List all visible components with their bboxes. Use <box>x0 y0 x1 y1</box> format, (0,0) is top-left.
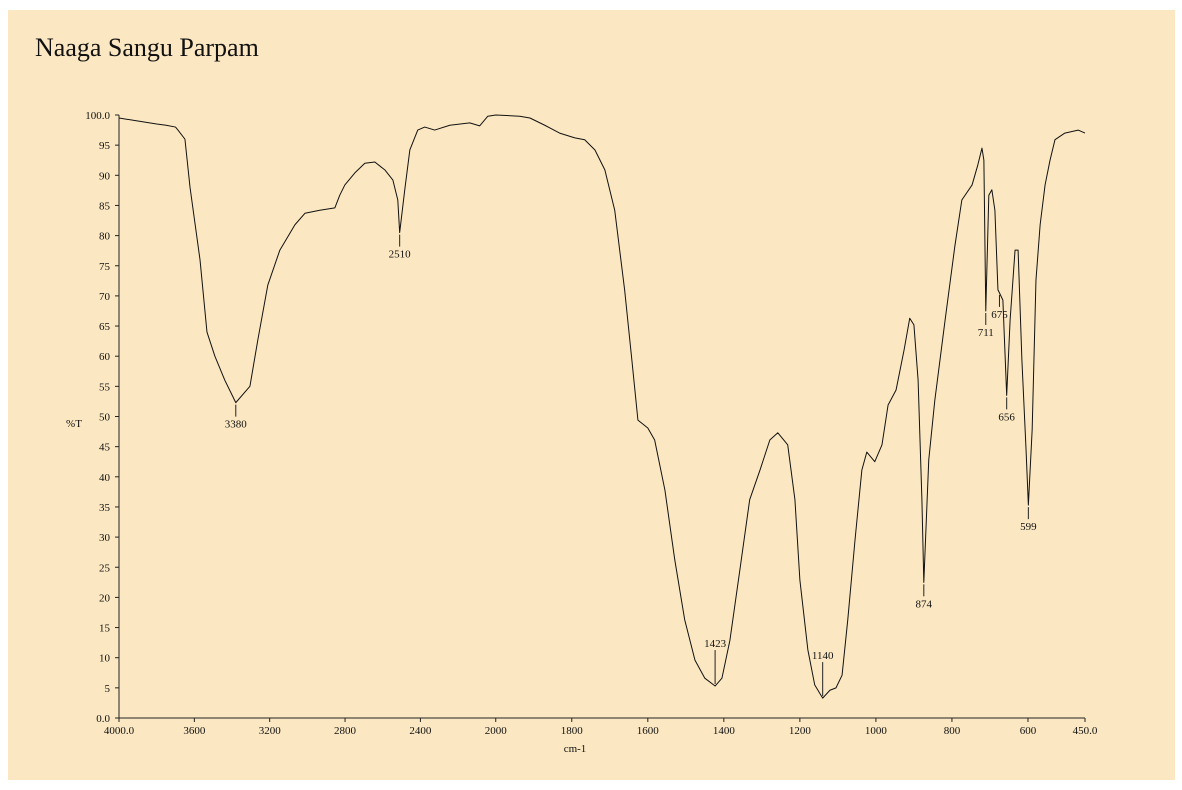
y-tick-label: 60 <box>99 351 111 363</box>
y-tick-label: 55 <box>99 381 111 393</box>
peak-label: 656 <box>998 411 1015 423</box>
x-tick-label: 3200 <box>259 725 282 737</box>
x-tick-label: 3600 <box>183 725 206 737</box>
x-tick-label: 2400 <box>409 725 432 737</box>
peak-label: 2510 <box>389 249 412 261</box>
x-tick-label: 1400 <box>713 725 736 737</box>
y-tick-label: 75 <box>99 261 111 273</box>
x-tick-label: 2000 <box>485 725 508 737</box>
spectrum-line <box>118 114 1086 699</box>
y-axis-label: %T <box>66 418 82 430</box>
x-tick-label: 2800 <box>334 725 357 737</box>
y-tick-label: 45 <box>99 442 111 454</box>
y-tick-label: 20 <box>99 592 111 604</box>
peak-label: 874 <box>916 598 933 610</box>
y-tick-label: 25 <box>99 562 111 574</box>
chart-background <box>8 10 1175 780</box>
y-tick-label: 90 <box>99 170 111 182</box>
y-tick-label: 0.0 <box>96 713 110 725</box>
y-tick-label: 80 <box>99 231 111 243</box>
y-tick-label: 95 <box>99 140 111 152</box>
peak-label: 1423 <box>704 638 727 650</box>
y-tick-label: 5 <box>105 683 111 695</box>
x-tick-label: 1200 <box>789 725 812 737</box>
peak-label: 599 <box>1020 521 1037 533</box>
y-tick-label: 65 <box>99 321 111 333</box>
y-tick-label: 15 <box>99 623 111 635</box>
x-tick-label: 1600 <box>637 725 660 737</box>
peak-label: 3380 <box>225 419 248 431</box>
y-tick-label: 50 <box>99 412 111 424</box>
peak-label: 711 <box>978 327 994 339</box>
x-axis-label: cm-1 <box>564 743 587 755</box>
x-tick-label: 600 <box>1020 725 1037 737</box>
x-tick-label: 800 <box>944 725 961 737</box>
y-tick-label: 70 <box>99 291 111 303</box>
x-tick-label: 1000 <box>865 725 888 737</box>
peak-label: 675 <box>991 309 1008 321</box>
y-tick-label: 85 <box>99 200 111 212</box>
y-tick-label: 100.0 <box>85 110 110 122</box>
chart-title: Naaga Sangu Parpam <box>35 33 259 62</box>
x-tick-label: 1800 <box>561 725 584 737</box>
x-tick-label: 450.0 <box>1073 725 1098 737</box>
y-tick-label: 40 <box>99 472 111 484</box>
y-tick-label: 10 <box>99 653 111 665</box>
peak-label: 1140 <box>812 650 834 662</box>
x-tick-label: 4000.0 <box>104 725 135 737</box>
y-tick-label: 30 <box>99 532 111 544</box>
y-tick-label: 35 <box>99 502 111 514</box>
